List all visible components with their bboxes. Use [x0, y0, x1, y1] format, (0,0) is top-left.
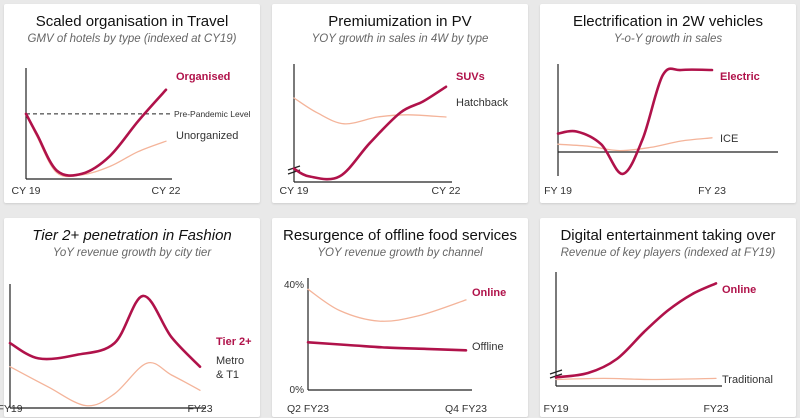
- x-tick-label: FY19: [0, 403, 23, 415]
- series-line-ice: [557, 137, 713, 152]
- x-tick-label: CY 19: [12, 185, 41, 197]
- x-tick-label: FY23: [187, 403, 212, 415]
- chart-plot: Pre-Pandemic Level Organised Unorganized CY…: [12, 68, 251, 197]
- chart-plot: 40% 0% Offline Online Q2 FY23 Q4 FY23: [284, 278, 506, 415]
- x-tick-label: FY 19: [544, 185, 572, 197]
- chart-subtitle: YOY revenue growth by channel: [317, 247, 483, 259]
- chart-plot: Tier 2+ Metro & T1 FY19 FY23: [0, 284, 252, 415]
- x-tick-label: CY 22: [152, 185, 181, 197]
- legend-label: Offline: [472, 341, 504, 353]
- series-line-electric: [556, 67, 714, 176]
- x-tick-label: CY 22: [432, 185, 461, 197]
- chart-title: Tier 2+ penetration in Fashion: [32, 227, 232, 244]
- series-line-suvs: [292, 85, 448, 181]
- legend-label: Unorganized: [176, 130, 238, 142]
- series-line-offline: [307, 288, 467, 322]
- chart-plot: Electric ICE FY 19 FY 23: [544, 64, 778, 197]
- chart-title: Resurgence of offline food services: [282, 227, 518, 244]
- series-line-metro-t1: [9, 361, 201, 407]
- chart-panel-fashion: Tier 2+ penetration in Fashion YoY reven…: [0, 218, 260, 417]
- chart-subtitle: YOY growth in sales in 4W by type: [311, 33, 489, 45]
- chart-subtitle: GMV of hotels by type (indexed at CY19): [27, 33, 237, 45]
- chart-panel-2w: Electrification in 2W vehicles Y-o-Y gro…: [540, 4, 796, 203]
- legend-label: ICE: [720, 133, 738, 145]
- x-tick-label: FY23: [703, 403, 728, 415]
- legend-label: Online: [722, 284, 756, 296]
- chart-panel-pv: Premiumization in PV YOY growth in sales…: [272, 4, 528, 203]
- legend-label: SUVs: [456, 71, 485, 83]
- legend-label: Electric: [720, 71, 760, 83]
- legend-label: Traditional: [722, 374, 773, 386]
- x-tick-label: FY 23: [698, 185, 726, 197]
- series-line-online: [554, 282, 718, 379]
- series-line-tier-2-: [8, 294, 202, 368]
- legend-label: & T1: [216, 369, 239, 381]
- chart-panel-travel: Scaled organisation in Travel GMV of hot…: [4, 4, 260, 203]
- chart-plot: SUVs Hatchback CY 19 CY 22: [280, 64, 508, 197]
- legend-label: Tier 2+: [216, 336, 252, 348]
- y-tick-label: 40%: [284, 280, 304, 291]
- series-line-hatchback: [293, 97, 447, 125]
- series-line-traditional: [555, 377, 717, 381]
- reference-label: Pre-Pandemic Level: [174, 109, 251, 119]
- legend-label: Organised: [176, 71, 230, 83]
- legend-label: Metro: [216, 355, 244, 367]
- chart-title: Premiumization in PV: [328, 13, 472, 30]
- chart-panel-food: Resurgence of offline food services YOY …: [272, 218, 528, 417]
- chart-subtitle: YoY revenue growth by city tier: [52, 247, 212, 259]
- chart-plot: Online Traditional FY19 FY23: [543, 272, 773, 415]
- x-tick-label: FY19: [543, 403, 568, 415]
- legend-label: Online: [472, 287, 506, 299]
- x-tick-label: CY 19: [280, 185, 309, 197]
- chart-title: Digital entertainment taking over: [560, 227, 776, 244]
- axis-break-mark: [549, 373, 563, 379]
- series-line-organised: [24, 88, 168, 177]
- y-tick-label: 0%: [290, 385, 305, 396]
- x-tick-label: Q2 FY23: [287, 403, 329, 415]
- chart-title: Scaled organisation in Travel: [35, 13, 229, 30]
- axis-break-mark: [549, 369, 563, 375]
- chart-subtitle: Revenue of key players (indexed at FY19): [560, 247, 776, 259]
- series-line-online: [306, 341, 468, 352]
- chart-panel-entertainment: Digital entertainment taking over Revenu…: [540, 218, 796, 417]
- chart-title: Electrification in 2W vehicles: [572, 13, 764, 30]
- legend-label: Hatchback: [456, 97, 508, 109]
- x-tick-label: Q4 FY23: [445, 403, 487, 415]
- chart-subtitle: Y-o-Y growth in sales: [613, 33, 723, 45]
